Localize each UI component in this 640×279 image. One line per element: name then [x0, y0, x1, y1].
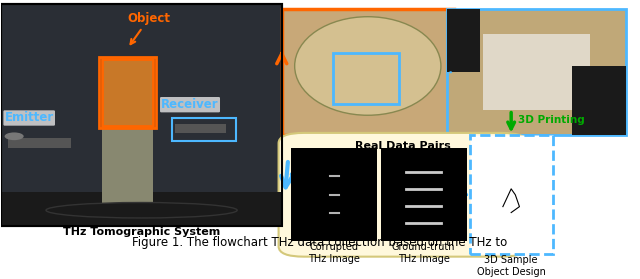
FancyBboxPatch shape	[282, 9, 454, 136]
Bar	[102, 69, 153, 213]
FancyBboxPatch shape	[1, 4, 282, 226]
Text: Corrupted
THz Image: Corrupted THz Image	[308, 242, 360, 264]
Bar	[175, 124, 226, 133]
Text: Object: Object	[127, 12, 170, 44]
Bar	[291, 148, 378, 241]
Bar	[381, 148, 467, 241]
Text: Receiver: Receiver	[161, 98, 219, 111]
Bar	[8, 138, 72, 148]
FancyBboxPatch shape	[278, 133, 527, 257]
Text: Emitter: Emitter	[4, 112, 54, 124]
Text: Real Data Pairs: Real Data Pairs	[355, 141, 451, 151]
Ellipse shape	[294, 17, 441, 115]
Bar	[572, 66, 626, 136]
Bar	[172, 118, 236, 141]
Circle shape	[4, 133, 24, 140]
Bar	[483, 34, 590, 110]
FancyBboxPatch shape	[470, 136, 552, 254]
Bar	[102, 59, 153, 126]
Bar	[447, 9, 479, 72]
Bar	[1, 193, 282, 226]
Ellipse shape	[46, 203, 237, 218]
Bar	[99, 57, 156, 128]
FancyBboxPatch shape	[447, 9, 626, 136]
Text: Figure 1. The flowchart THz data collection based on the THz to: Figure 1. The flowchart THz data collect…	[132, 236, 508, 249]
Text: Scanning: Scanning	[288, 172, 346, 182]
Bar	[1, 4, 282, 226]
Bar	[333, 53, 399, 104]
Text: 3D Sample
Object Design: 3D Sample Object Design	[477, 255, 546, 277]
Text: 3D Printing: 3D Printing	[518, 115, 584, 125]
Text: THz Tomographic System: THz Tomographic System	[63, 227, 220, 237]
Text: Ground-truth
THz Image: Ground-truth THz Image	[392, 242, 455, 264]
